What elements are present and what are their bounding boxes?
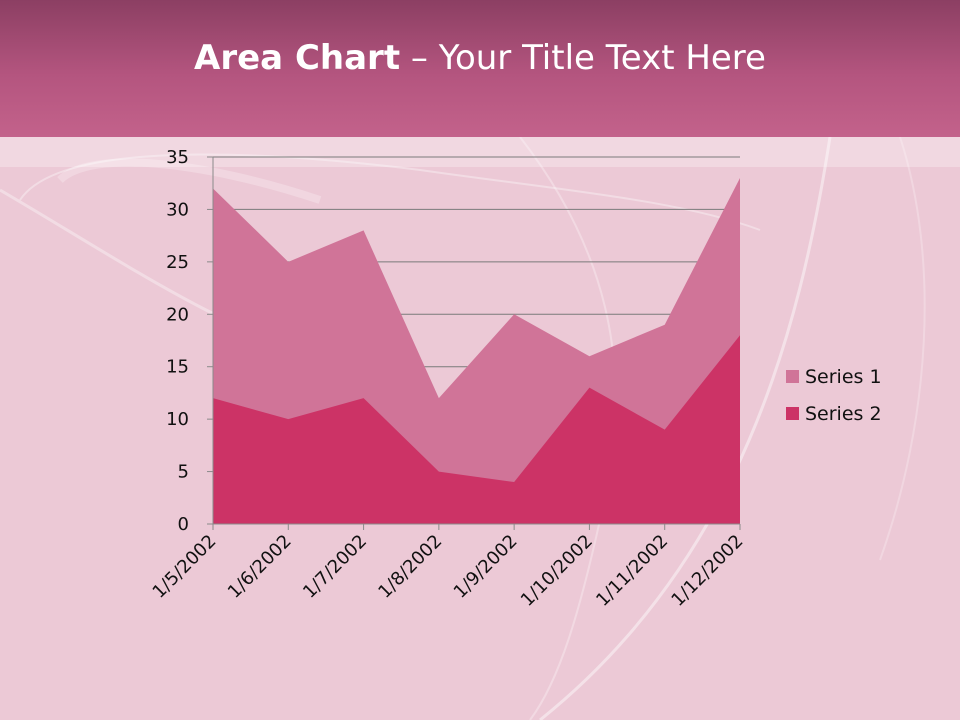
legend-item-series-2: Series 2 — [786, 395, 882, 432]
x-tick-label-4: 1/8/2002 — [374, 531, 446, 603]
x-tick-label-2: 1/6/2002 — [224, 531, 296, 603]
legend-label-series-2: Series 2 — [805, 402, 882, 425]
x-tick-label-6: 1/10/2002 — [517, 531, 597, 611]
slide-title-bold: Area Chart — [194, 38, 401, 78]
y-tick-label-20: 20 — [166, 304, 189, 325]
x-tick-label-3: 1/7/2002 — [299, 531, 371, 603]
y-tick-label-35: 35 — [166, 147, 189, 168]
x-tick-label-1: 1/5/2002 — [149, 531, 221, 603]
y-tick-label-10: 10 — [166, 409, 189, 430]
y-tick-label-5: 5 — [178, 462, 189, 483]
chart-legend: Series 1 Series 2 — [786, 358, 882, 432]
slide-title-rest: – Your Title Text Here — [400, 38, 766, 78]
x-tick-label-7: 1/11/2002 — [592, 531, 672, 611]
y-tick-label-25: 25 — [166, 252, 189, 273]
area-series-2 — [213, 335, 740, 524]
y-tick-label-0: 0 — [178, 514, 189, 535]
x-tick-label-8: 1/12/2002 — [667, 531, 747, 611]
x-tick-label-5: 1/9/2002 — [450, 531, 522, 603]
legend-swatch-series-2 — [786, 407, 799, 420]
legend-swatch-series-1 — [786, 370, 799, 383]
title-band — [0, 137, 960, 167]
y-tick-label-30: 30 — [166, 199, 189, 220]
slide-title: Area Chart – Your Title Text Here — [0, 38, 960, 78]
legend-label-series-1: Series 1 — [805, 365, 882, 388]
title-bar — [0, 0, 960, 137]
legend-item-series-1: Series 1 — [786, 358, 882, 395]
y-tick-label-15: 15 — [166, 357, 189, 378]
